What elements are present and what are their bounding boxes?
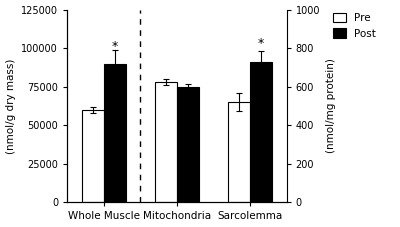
Bar <box>82 110 104 202</box>
Bar <box>104 64 126 202</box>
Text: *: * <box>112 40 118 53</box>
Bar <box>155 82 177 202</box>
Bar <box>177 87 199 202</box>
Legend: Pre, Post: Pre, Post <box>331 11 378 41</box>
Y-axis label: (nmol/g dry mass): (nmol/g dry mass) <box>6 58 16 154</box>
Text: *: * <box>258 37 264 50</box>
Bar <box>228 102 250 202</box>
Y-axis label: (nmol/mg protein): (nmol/mg protein) <box>326 59 336 153</box>
Bar <box>250 62 272 202</box>
